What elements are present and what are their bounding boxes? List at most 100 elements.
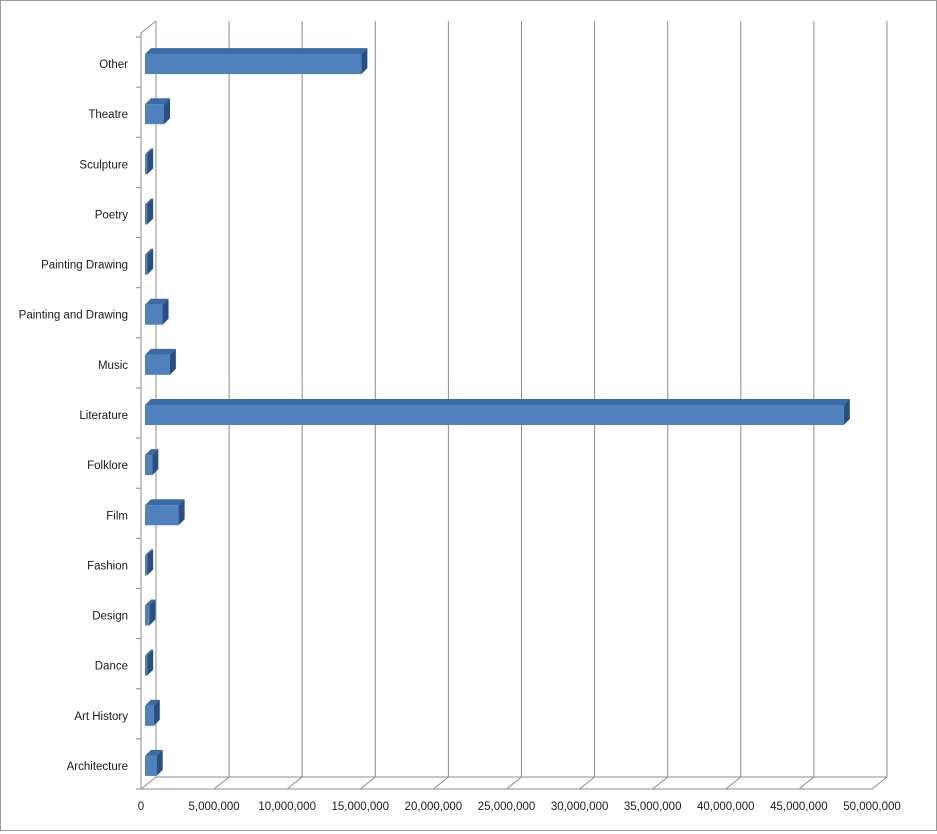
bar-front: [145, 605, 150, 626]
bar-front: [145, 755, 157, 776]
x-tick-label: 15,000,000: [332, 801, 390, 813]
bar-front: [145, 655, 148, 676]
bar-top: [145, 449, 159, 456]
category-label: Film: [106, 510, 128, 522]
category-label: Sculpture: [79, 159, 128, 171]
bar-front: [145, 204, 148, 225]
bar-side: [169, 348, 176, 375]
bar: [145, 649, 154, 676]
bar-front: [145, 304, 163, 325]
floor-gridline: [798, 776, 815, 790]
bar-side: [147, 148, 154, 175]
bar: [145, 399, 850, 425]
bar-side: [162, 298, 169, 325]
bar: [145, 699, 160, 726]
x-tick-label: 35,000,000: [624, 801, 682, 813]
bar-top: [145, 749, 163, 756]
category-label: Art History: [74, 711, 128, 723]
category-label: Literature: [79, 410, 128, 422]
bar-top: [145, 599, 156, 606]
bar-side: [178, 499, 185, 526]
bar-side: [149, 599, 156, 626]
bar: [145, 198, 154, 225]
bar-side: [147, 649, 154, 676]
floor-gridline: [506, 776, 522, 790]
bar: [145, 48, 368, 75]
bar: [145, 549, 154, 576]
bar-side: [153, 699, 160, 726]
bar-front: [145, 104, 165, 125]
bar-side: [147, 198, 154, 225]
floor-gridline: [871, 776, 888, 790]
bar-top: [145, 98, 171, 105]
floor-gridline: [359, 776, 376, 790]
category-label: Other: [99, 59, 128, 71]
bar: [145, 298, 169, 325]
bar: [145, 449, 159, 476]
x-tick-label: 10,000,000: [258, 801, 316, 813]
x-tick-label: 40,000,000: [697, 801, 755, 813]
category-label: Architecture: [67, 761, 128, 773]
floor-gridline: [286, 776, 303, 790]
bar-side: [147, 549, 154, 576]
category-label: Design: [92, 611, 128, 623]
bar-top: [145, 699, 160, 706]
bar-front: [145, 405, 844, 425]
floor-gridline: [140, 776, 157, 790]
bar-top: [145, 148, 154, 155]
x-tick-label: 25,000,000: [478, 801, 536, 813]
bar-top: [145, 348, 176, 355]
bar-side: [361, 48, 368, 75]
bar: [145, 749, 163, 776]
wall-top-edge: [140, 20, 157, 34]
bar-top: [145, 298, 169, 305]
bar-front: [145, 254, 148, 275]
bar: [145, 148, 154, 175]
bar-side: [843, 399, 850, 425]
labels: 0 5,000,000 10,000,000 15,000,000 20,000,000…: [19, 59, 901, 813]
floor-gridline: [652, 776, 669, 790]
bar-top: [145, 48, 368, 55]
category-label: Music: [98, 360, 128, 372]
x-tick-label: 20,000,000: [405, 801, 463, 813]
x-tick-label: 45,000,000: [770, 801, 828, 813]
category-label: Dance: [95, 661, 128, 673]
bar: [145, 98, 171, 125]
bar: [145, 499, 185, 526]
bar-front: [145, 354, 170, 375]
bar-top: [145, 549, 154, 556]
category-label: Poetry: [95, 209, 128, 221]
floor-gridline: [213, 776, 230, 790]
bar-top: [145, 499, 185, 506]
x-tick-label: 30,000,000: [551, 801, 609, 813]
bar-front: [145, 705, 154, 726]
bottom-edge: [0, 830, 795, 834]
bar-side: [156, 749, 163, 776]
category-label: Painting Drawing: [41, 260, 128, 272]
bar-top: [145, 248, 154, 255]
bar: [145, 599, 156, 626]
bar-front: [145, 505, 179, 526]
floor-gridline: [433, 776, 449, 790]
bar-side: [164, 98, 171, 125]
category-label: Folklore: [87, 460, 128, 472]
x-tick-label: 50,000,000: [843, 801, 901, 813]
bar: [145, 348, 176, 375]
bar-top: [145, 649, 154, 656]
bar-front: [145, 555, 148, 576]
bar-front: [145, 455, 153, 476]
category-label: Painting and Drawing: [19, 310, 128, 322]
bar-side: [152, 449, 159, 476]
floor-gridline: [725, 776, 742, 790]
floor-gridline: [579, 776, 595, 790]
bar-side: [147, 248, 154, 275]
bars: [145, 48, 850, 776]
bar-top: [145, 198, 154, 205]
x-tick-label: 5,000,000: [189, 801, 240, 813]
category-label: Theatre: [88, 109, 128, 121]
bar-top: [145, 399, 850, 405]
bar-front: [145, 154, 148, 175]
category-label: Fashion: [87, 560, 128, 572]
